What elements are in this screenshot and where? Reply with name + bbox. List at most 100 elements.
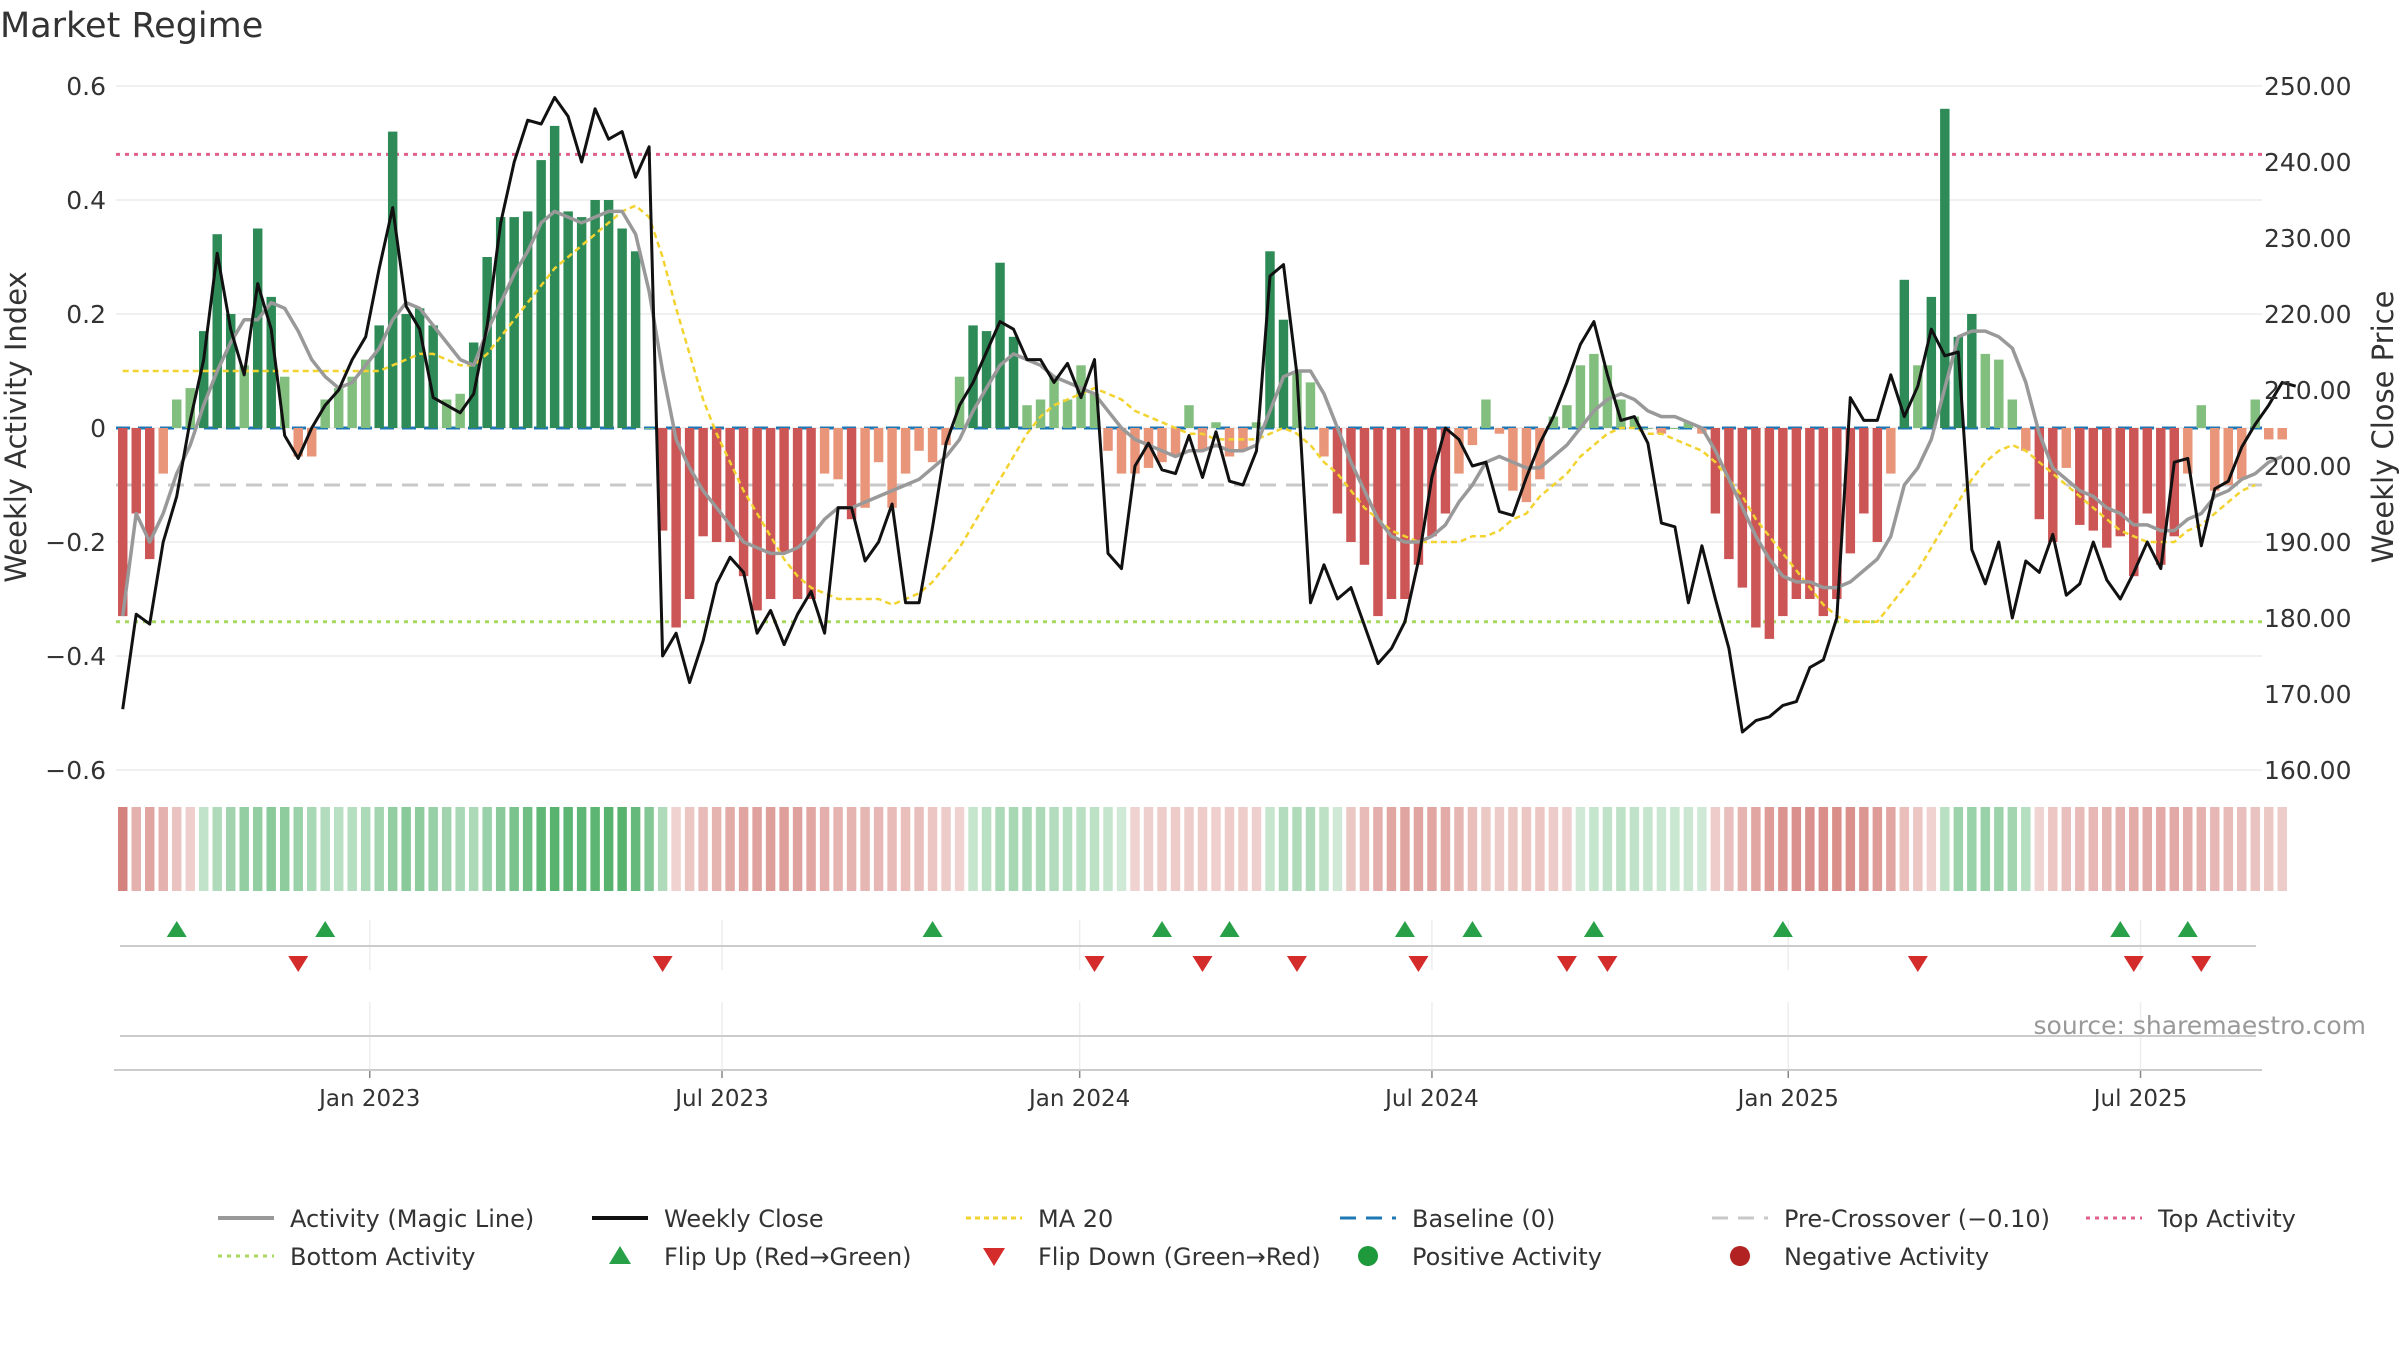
activity-bar (995, 262, 1005, 428)
regime-cell (1562, 807, 1572, 891)
y-tick-label-right: 230.00 (2264, 224, 2351, 253)
activity-bar (347, 376, 357, 428)
regime-cell (873, 807, 884, 891)
regime-cell (1980, 807, 1991, 891)
activity-bar (927, 428, 938, 463)
activity-bar (2061, 428, 2072, 468)
regime-cell (2237, 807, 2247, 891)
y-tick-label-right: 220.00 (2264, 300, 2351, 329)
activity-bar (401, 314, 411, 428)
regime-cell (1251, 807, 1262, 891)
regime-cell (1305, 807, 1316, 891)
regime-cell (1886, 807, 1896, 891)
activity-bar (1400, 428, 1410, 599)
activity-bar (1832, 428, 1842, 599)
regime-cell (320, 807, 330, 891)
regime-cell (145, 807, 155, 891)
regime-cell (941, 807, 951, 891)
series-lines (120, 95, 2297, 734)
activity-bar (360, 359, 371, 428)
regime-cell (509, 807, 519, 891)
regime-cell (2169, 807, 2179, 891)
regime-cell (266, 807, 276, 891)
activity-bar (1670, 428, 1680, 429)
regime-cell (1764, 807, 1775, 891)
regime-cell (239, 807, 249, 891)
regime-cell (711, 807, 722, 891)
regime-cell (2115, 807, 2126, 891)
regime-cell (1967, 807, 1977, 891)
legend-flip-down: Flip Down (Green→Red) (983, 1243, 1321, 1271)
regime-cell (644, 807, 654, 891)
activity-bar (590, 200, 600, 428)
regime-cell (1400, 807, 1410, 891)
regime-cell (1386, 807, 1397, 891)
activity-bar (1845, 428, 1856, 554)
activity-bar (914, 428, 924, 451)
activity-bar (2183, 428, 2193, 474)
activity-bar (306, 428, 317, 457)
regime-cell (131, 807, 141, 891)
activity-bar (1589, 353, 1599, 428)
regime-cell (495, 807, 506, 891)
regime-cell (1170, 807, 1181, 891)
regime-cell (2048, 807, 2058, 891)
activity-bar (293, 428, 303, 457)
activity-bar (2075, 428, 2085, 525)
activity-bar (2034, 428, 2045, 520)
activity-bar (1332, 428, 1343, 514)
regime-cell (2102, 807, 2112, 891)
activity-bar (441, 399, 452, 428)
regime-cell (806, 807, 816, 891)
activity-bar (1265, 251, 1275, 428)
regime-cell (1899, 807, 1910, 891)
activity-bar (1130, 428, 1140, 474)
flip-down-marker (2191, 956, 2212, 972)
activity-bar (199, 331, 209, 428)
regime-cell (1508, 807, 1518, 891)
flip-down-marker (652, 956, 673, 972)
regime-cell (1157, 807, 1167, 891)
regime-cell (2061, 807, 2072, 891)
activity-bar (1494, 428, 1505, 434)
regime-cell (2210, 807, 2220, 891)
legend: Activity (Magic Line) Weekly Close MA 20 Ba… (218, 1205, 2296, 1271)
regime-cell (1724, 807, 1734, 891)
activity-bar (1089, 393, 1100, 428)
activity-bar (860, 428, 870, 508)
legend-flip-up: Flip Up (Red→Green) (609, 1243, 912, 1271)
regime-cell (2142, 807, 2153, 891)
regime-cell (2021, 807, 2031, 891)
regime-cell (1994, 807, 2004, 891)
regime-cell (1373, 807, 1383, 891)
regime-cell (1346, 807, 1356, 891)
flip-down-marker (2123, 956, 2144, 972)
regime-cell (1737, 807, 1748, 891)
flip-down-marker (1907, 956, 1928, 972)
legend-label: Pre-Crossover (−0.10) (1784, 1205, 2050, 1233)
regime-cell (846, 807, 857, 891)
regime-cell (725, 807, 735, 891)
activity-bar (495, 217, 506, 428)
y-tick-label-right: 240.00 (2264, 148, 2351, 177)
regime-cell (1130, 807, 1140, 891)
legend-swatch (1358, 1246, 1378, 1266)
y-tick-label-right: 160.00 (2264, 756, 2351, 785)
activity-bar (1953, 336, 1964, 428)
regime-cell (1359, 807, 1370, 891)
empty-panel: Jan 2023 Jul 2023 Jan 2024 Jul 2024 Jan 2025… (114, 1002, 2262, 1112)
regime-cell (968, 807, 978, 891)
regime-cell (1953, 807, 1964, 891)
activity-bar (1710, 428, 1721, 514)
activity-bar (1994, 359, 2004, 428)
regime-cell (118, 807, 128, 891)
legend-label: Baseline (0) (1412, 1205, 1555, 1233)
y-tick-label-left: 0.4 (66, 186, 106, 215)
regime-cell (1103, 807, 1113, 891)
activity-bar (1751, 428, 1761, 628)
regime-cell (1427, 807, 1437, 891)
regime-cell (1292, 807, 1302, 891)
x-tick-label: Jul 2024 (1383, 1086, 1479, 1112)
activity-bar (2223, 428, 2233, 485)
activity-bar (1022, 405, 1032, 428)
